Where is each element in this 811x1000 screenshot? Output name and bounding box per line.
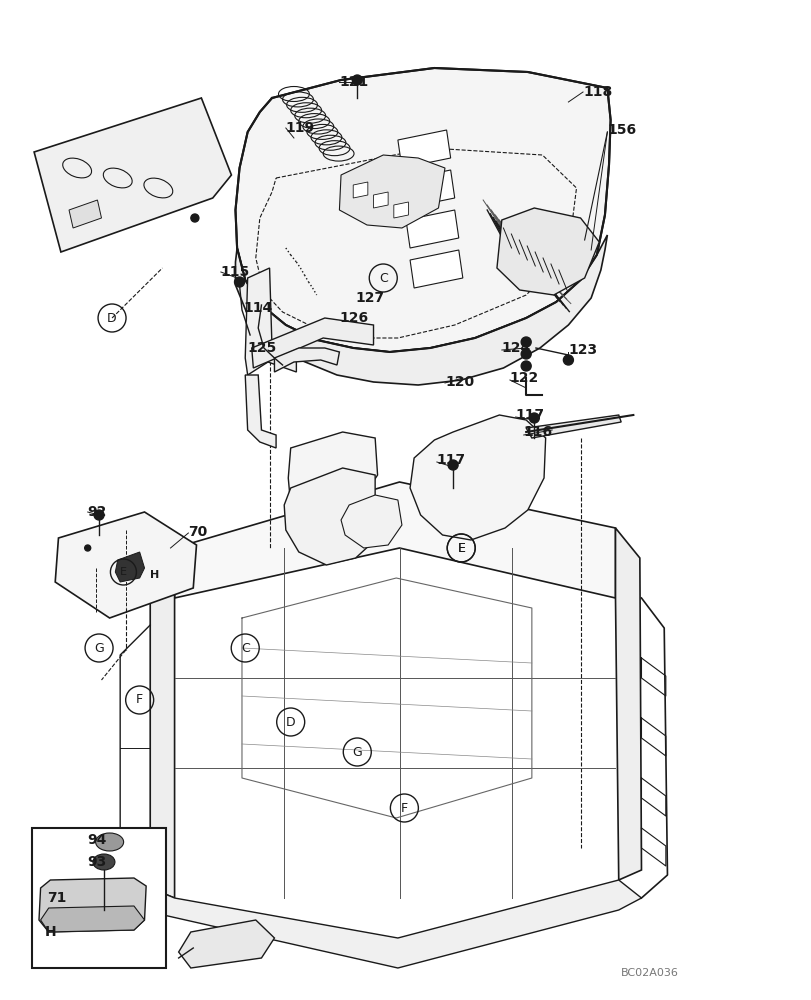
Text: H: H [45, 925, 56, 939]
Circle shape [448, 460, 457, 470]
Text: E: E [120, 567, 127, 577]
Ellipse shape [96, 833, 123, 851]
Text: 156: 156 [607, 123, 636, 137]
Text: 125: 125 [247, 341, 277, 355]
Text: C: C [241, 642, 249, 654]
Text: 115: 115 [221, 265, 250, 279]
Text: 117: 117 [436, 453, 466, 467]
Polygon shape [150, 880, 641, 968]
Polygon shape [39, 878, 146, 932]
Polygon shape [178, 920, 274, 968]
Polygon shape [341, 495, 401, 548]
Text: G: G [352, 745, 362, 758]
Polygon shape [174, 482, 615, 598]
Polygon shape [34, 98, 231, 252]
Polygon shape [288, 432, 377, 528]
Bar [32, 828, 166, 968]
Ellipse shape [92, 854, 115, 870]
Polygon shape [406, 210, 458, 248]
Polygon shape [339, 155, 444, 228]
Text: BC02A036: BC02A036 [620, 968, 678, 978]
Circle shape [191, 214, 199, 222]
Text: D: D [285, 715, 295, 728]
Text: 124: 124 [501, 341, 530, 355]
Text: 121: 121 [339, 75, 368, 89]
Polygon shape [401, 170, 454, 208]
Polygon shape [235, 235, 607, 385]
Circle shape [521, 337, 530, 347]
Text: 93: 93 [88, 855, 107, 869]
Text: 92: 92 [88, 505, 107, 519]
Text: 120: 120 [444, 375, 474, 389]
Text: 118: 118 [582, 85, 611, 99]
Text: G: G [94, 642, 104, 654]
Circle shape [563, 355, 573, 365]
Polygon shape [393, 202, 408, 218]
Circle shape [352, 75, 362, 85]
Text: 114: 114 [243, 301, 272, 315]
Polygon shape [245, 268, 296, 375]
Circle shape [521, 361, 530, 371]
Text: 122: 122 [509, 371, 539, 385]
Polygon shape [284, 468, 375, 565]
Text: 71: 71 [47, 891, 67, 905]
Polygon shape [274, 348, 339, 372]
Polygon shape [397, 130, 450, 168]
Text: 70: 70 [188, 525, 208, 539]
Circle shape [521, 349, 530, 359]
Text: E: E [457, 542, 465, 554]
Polygon shape [251, 318, 373, 368]
Polygon shape [115, 552, 144, 582]
Polygon shape [410, 250, 462, 288]
Circle shape [94, 510, 104, 520]
Polygon shape [55, 512, 196, 618]
Text: D: D [107, 312, 117, 325]
Polygon shape [235, 68, 610, 352]
Circle shape [529, 413, 539, 423]
Text: F: F [401, 802, 407, 814]
Text: 119: 119 [285, 121, 315, 135]
Polygon shape [496, 208, 599, 295]
Text: 117: 117 [515, 408, 544, 422]
Polygon shape [410, 415, 545, 540]
Polygon shape [353, 182, 367, 198]
Text: F: F [136, 693, 143, 706]
Text: H: H [150, 570, 159, 580]
Text: 123: 123 [568, 343, 597, 357]
Polygon shape [615, 528, 641, 880]
Circle shape [234, 277, 244, 287]
Polygon shape [150, 548, 174, 898]
Circle shape [84, 545, 91, 551]
Text: 127: 127 [355, 291, 384, 305]
Text: E: E [457, 542, 465, 554]
Text: 94: 94 [88, 833, 107, 847]
Polygon shape [526, 415, 620, 438]
Text: 116: 116 [523, 425, 552, 439]
Polygon shape [69, 200, 101, 228]
Polygon shape [41, 906, 144, 932]
Text: 126: 126 [339, 311, 368, 325]
Polygon shape [373, 192, 388, 208]
Text: C: C [379, 271, 387, 284]
Polygon shape [245, 375, 276, 448]
